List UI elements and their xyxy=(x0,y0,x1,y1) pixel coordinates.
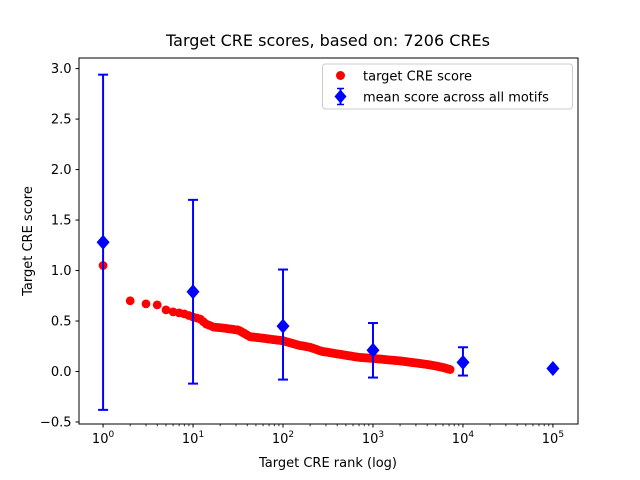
x-axis-label: Target CRE rank (log) xyxy=(258,456,397,471)
y-axis-label: Target CRE score xyxy=(21,186,36,297)
chart-title: Target CRE scores, based on: 7206 CREs xyxy=(165,31,490,50)
red-data-point xyxy=(161,305,171,315)
y-tick-label: 2.5 xyxy=(51,113,72,128)
mean-diamond-point xyxy=(546,361,560,376)
mean-diamond-point xyxy=(366,342,380,358)
x-tick-label: 101 xyxy=(182,430,204,447)
mean-diamond-point xyxy=(276,318,290,334)
mean-score-series xyxy=(96,73,560,411)
x-axis-ticks: 100 101 102 103 104 105 xyxy=(92,424,564,447)
mean-diamond-point xyxy=(96,234,110,250)
plot-frame xyxy=(78,57,579,425)
x-tick-label: 105 xyxy=(542,430,564,447)
red-data-point xyxy=(445,365,455,374)
red-data-point xyxy=(125,296,135,306)
y-tick-label: −0.5 xyxy=(40,415,72,430)
mean-diamond-point xyxy=(186,284,200,300)
y-tick-label: 2.0 xyxy=(51,163,72,178)
x-tick-label: 102 xyxy=(272,430,294,447)
target-cre-score-series xyxy=(98,261,455,374)
red-data-point xyxy=(152,300,162,310)
y-tick-label: 1.5 xyxy=(51,214,72,229)
y-axis-ticks: 3.0 2.5 2.0 1.5 1.0 0.5 0.0 −0.5 xyxy=(40,62,79,430)
legend: target CRE score mean score across all m… xyxy=(322,63,573,110)
x-tick-label: 104 xyxy=(452,430,475,447)
mean-diamond-point xyxy=(456,354,470,370)
y-tick-label: 1.0 xyxy=(51,264,72,279)
y-tick-label: 3.0 xyxy=(51,62,72,77)
legend-circle-marker-icon xyxy=(336,71,345,80)
x-tick-label: 103 xyxy=(362,430,384,447)
x-tick-label: 100 xyxy=(92,430,115,447)
red-data-point xyxy=(141,299,151,309)
y-tick-label: 0.5 xyxy=(51,315,72,330)
legend-box xyxy=(322,63,573,110)
legend-label-mean-score: mean score across all motifs xyxy=(363,91,549,106)
legend-diamond-marker-icon xyxy=(334,89,347,104)
legend-label-target-score: target CRE score xyxy=(363,70,472,85)
y-tick-label: 0.0 xyxy=(51,365,72,380)
